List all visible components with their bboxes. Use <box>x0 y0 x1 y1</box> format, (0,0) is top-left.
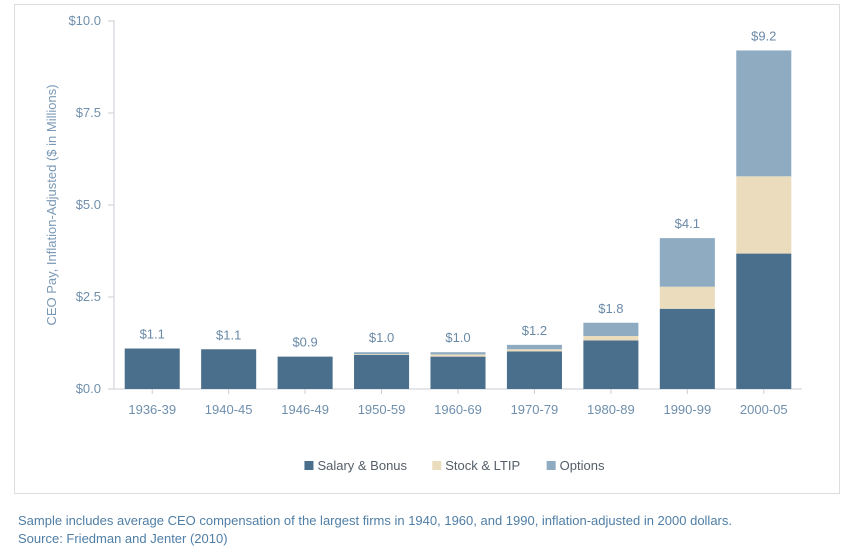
bar-total-label: $1.0 <box>445 330 470 345</box>
bar-segment-0 <box>124 348 180 389</box>
x-tick-label: 1960-69 <box>434 402 482 417</box>
caption: Sample includes average CEO compensation… <box>18 512 838 548</box>
bar-segment-0 <box>354 354 410 389</box>
bar-total-label: $1.2 <box>522 323 547 338</box>
legend-label: Stock & LTIP <box>445 458 520 473</box>
bar-total-label: $1.0 <box>369 330 394 345</box>
x-tick-label: 1990-99 <box>663 402 711 417</box>
bar-segment-1 <box>430 354 486 357</box>
bar-total-label: $0.9 <box>292 335 317 350</box>
bar-segment-2 <box>736 50 792 177</box>
bar-segment-1 <box>583 336 639 341</box>
caption-note: Sample includes average CEO compensation… <box>18 513 732 528</box>
bar-segment-1 <box>736 176 792 254</box>
legend: Salary & Bonus Stock & LTIP Options <box>304 458 605 473</box>
legend-label: Options <box>560 458 605 473</box>
x-tick-label: 1980-89 <box>587 402 635 417</box>
y-tick-label: $5.0 <box>76 197 101 212</box>
x-tick-label: 2000-05 <box>740 402 788 417</box>
legend-label: Salary & Bonus <box>317 458 407 473</box>
bar-segment-1 <box>354 354 410 355</box>
bar-segment-0 <box>201 349 257 389</box>
bar-segment-2 <box>659 238 715 287</box>
y-tick-label: $2.5 <box>76 289 101 304</box>
bar-total-label: $1.1 <box>216 327 241 342</box>
bar-total-label: $9.2 <box>751 28 776 43</box>
caption-source: Source: Friedman and Jenter (2010) <box>18 531 228 546</box>
bars <box>124 50 792 389</box>
bar-segment-2 <box>354 352 410 355</box>
x-tick-label: 1950-59 <box>358 402 406 417</box>
legend-swatch <box>432 461 442 470</box>
bar-total-label: $1.8 <box>598 301 623 316</box>
y-tick-label: $7.5 <box>76 105 101 120</box>
legend-swatch <box>304 461 314 470</box>
y-tick-label: $0.0 <box>76 381 101 396</box>
y-axis-title: CEO Pay, Inflation-Adjusted ($ in Millio… <box>44 84 59 325</box>
bar-segment-0 <box>659 308 715 389</box>
bar-total-label: $1.1 <box>140 327 165 342</box>
x-tick-label: 1936-39 <box>128 402 176 417</box>
bar-segment-0 <box>277 356 333 389</box>
x-tick-label: 1970-79 <box>511 402 559 417</box>
stacked-bar-chart: CEO Pay, Inflation-Adjusted ($ in Millio… <box>44 13 802 473</box>
bar-segment-1 <box>506 349 562 352</box>
bar-segment-2 <box>430 352 486 355</box>
bar-segment-0 <box>583 340 639 389</box>
bar-segment-2 <box>583 322 639 337</box>
bar-segment-0 <box>430 356 486 389</box>
x-tick-label: 1940-45 <box>205 402 253 417</box>
x-tick-label: 1946-49 <box>281 402 329 417</box>
y-axis: $0.0 $2.5 $5.0 $7.5 $10.0 <box>68 13 114 396</box>
legend-swatch <box>546 461 556 470</box>
total-labels: $1.1 $1.1 $0.9 $1.0 $1.0 $1.2 $1.8 $4.1 $9.2 <box>140 28 777 349</box>
bar-total-label: $4.1 <box>675 216 700 231</box>
y-tick-label: $10.0 <box>68 13 101 28</box>
bar-segment-0 <box>506 351 562 389</box>
x-axis: 1936-39 1940-45 1946-49 1950-59 1960-69 1970-… <box>128 389 788 417</box>
bar-segment-2 <box>506 344 562 350</box>
bar-segment-0 <box>736 253 792 389</box>
bar-segment-1 <box>659 286 715 309</box>
